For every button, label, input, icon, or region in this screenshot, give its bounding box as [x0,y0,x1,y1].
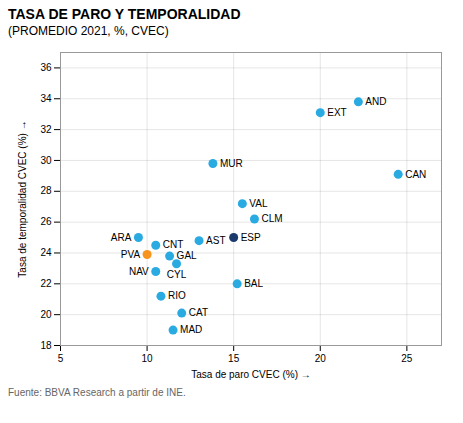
svg-text:CLM: CLM [261,213,282,224]
svg-text:GAL: GAL [177,250,197,261]
svg-text:25: 25 [401,353,413,364]
svg-text:5: 5 [58,353,64,364]
svg-text:CAT: CAT [189,307,208,318]
svg-text:BAL: BAL [244,278,263,289]
svg-text:PVA: PVA [121,249,141,260]
html-text:Fuente: BBVA Research a partir: Fuente: BBVA Research a partir de INE. [8,387,186,398]
svg-text:32: 32 [40,124,52,135]
svg-text:CAN: CAN [405,169,426,180]
svg-text:Tasa de temporalidad CVEC (%): Tasa de temporalidad CVEC (%) → [17,120,28,277]
svg-text:RIO: RIO [168,290,186,301]
svg-text:15: 15 [228,353,240,364]
svg-text:MUR: MUR [220,158,243,169]
svg-text:AST: AST [206,235,225,246]
svg-text:36: 36 [40,62,52,73]
svg-text:30: 30 [40,155,52,166]
html-text:TASA DE PARO Y TEMPORALIDAD: TASA DE PARO Y TEMPORALIDAD [8,6,241,22]
html-text:(PROMEDIO 2021, %, CVEC): (PROMEDIO 2021, %, CVEC) [8,24,169,38]
svg-text:18: 18 [40,340,52,351]
svg-text:22: 22 [40,278,52,289]
svg-text:26: 26 [40,216,52,227]
svg-text:20: 20 [40,309,52,320]
svg-text:20: 20 [315,353,327,364]
svg-text:NAV: NAV [129,266,149,277]
svg-text:34: 34 [40,93,52,104]
svg-text:ESP: ESP [241,232,261,243]
svg-text:ARA: ARA [111,232,132,243]
svg-text:28: 28 [40,185,52,196]
svg-text:EXT: EXT [327,107,346,118]
svg-text:MAD: MAD [180,324,202,335]
svg-text:10: 10 [142,353,154,364]
svg-text:Tasa de paro CVEC (%) →: Tasa de paro CVEC (%) → [191,369,311,380]
svg-text:AND: AND [365,96,386,107]
svg-text:CNT: CNT [163,239,184,250]
svg-text:VAL: VAL [249,198,268,209]
svg-text:CYL: CYL [167,269,187,280]
svg-text:24: 24 [40,247,52,258]
